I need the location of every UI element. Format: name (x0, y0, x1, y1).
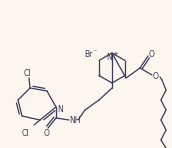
Text: Cl: Cl (23, 69, 31, 78)
Text: N: N (106, 53, 112, 62)
Text: O: O (44, 128, 50, 137)
Text: +: + (112, 51, 118, 57)
Text: Cl: Cl (21, 128, 29, 137)
Text: O: O (153, 71, 159, 81)
Text: Br: Br (84, 49, 92, 58)
Text: NH: NH (69, 115, 81, 124)
Text: N: N (57, 104, 63, 114)
Text: O: O (149, 49, 155, 58)
Text: ⁻: ⁻ (93, 48, 97, 57)
